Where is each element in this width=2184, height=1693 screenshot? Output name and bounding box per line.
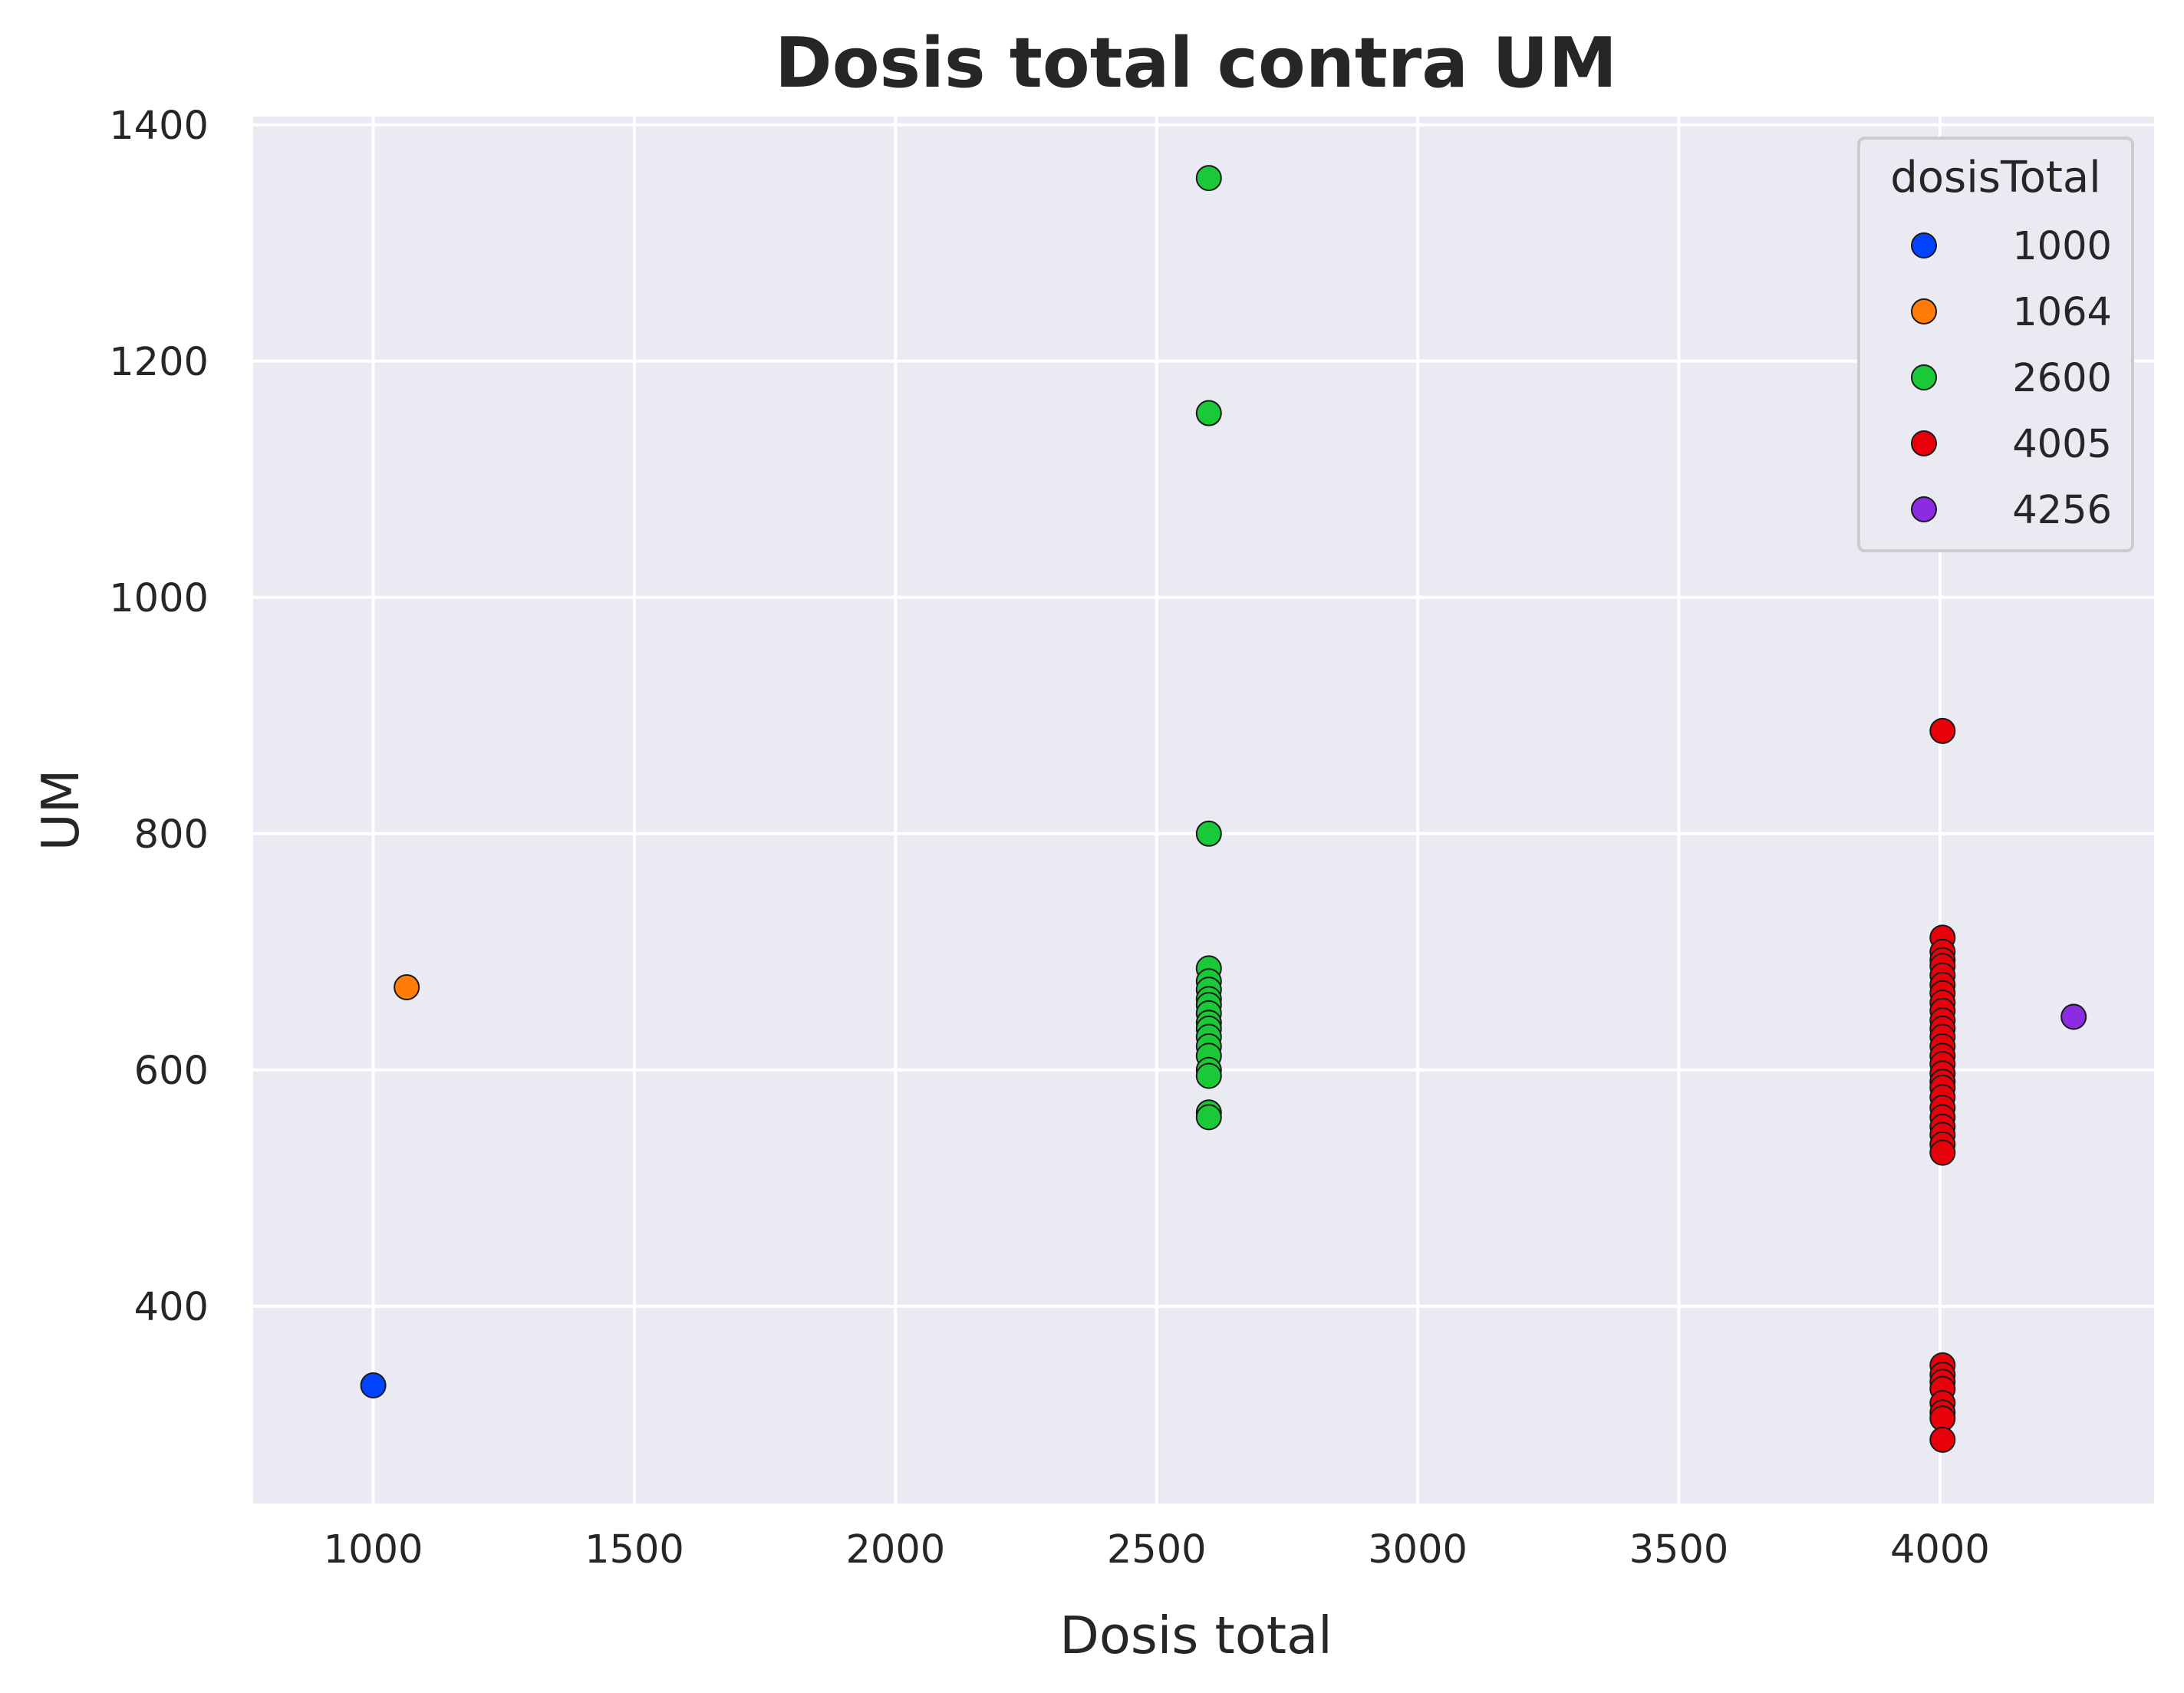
data-point-4005 <box>1929 717 1956 744</box>
legend-marker <box>1911 364 1937 390</box>
data-point-4005 <box>1929 1426 1956 1453</box>
data-point-2600 <box>1195 1104 1222 1131</box>
data-point-2600 <box>1195 400 1222 427</box>
x-tick-label: 3500 <box>1629 1527 1729 1573</box>
legend-item: 4005 <box>1911 422 2112 467</box>
legend-marker <box>1911 496 1937 522</box>
data-point-2600 <box>1195 165 1222 192</box>
y-tick-label: 800 <box>134 812 209 858</box>
legend-label: 1000 <box>2012 224 2112 269</box>
y-tick-label: 1200 <box>109 340 209 385</box>
y-tick-label: 1000 <box>109 576 209 621</box>
x-tick-label: 4000 <box>1890 1527 1990 1573</box>
y-axis-ticks: 400 600 800 1000 1200 1400 <box>109 104 209 1330</box>
legend-marker <box>1911 232 1937 259</box>
x-tick-label: 3000 <box>1368 1527 1468 1573</box>
data-points <box>360 165 2087 1453</box>
plot-area <box>253 117 2154 1504</box>
y-tick-label: 600 <box>134 1049 209 1094</box>
data-point-1064 <box>394 974 420 1001</box>
legend-item: 4256 <box>1911 488 2112 533</box>
legend-items: 1000 1064 2600 4005 4256 <box>1911 224 2112 533</box>
legend-label: 1064 <box>2012 290 2112 335</box>
legend-item: 1000 <box>1911 224 2112 269</box>
chart-title: Dosis total contra UM <box>775 23 1617 104</box>
legend-marker <box>1911 430 1937 456</box>
x-axis-ticks: 1000 1500 2000 2500 3000 3500 4000 <box>324 1527 1990 1573</box>
y-axis-label: UM <box>31 769 91 851</box>
legend-label: 4005 <box>2012 422 2112 467</box>
x-tick-label: 1000 <box>324 1527 423 1573</box>
legend-marker <box>1911 298 1937 324</box>
data-point-4005 <box>1929 1139 1956 1166</box>
legend-label: 2600 <box>2012 356 2112 401</box>
legend-label: 4256 <box>2012 488 2112 533</box>
legend-item: 1064 <box>1911 290 2112 335</box>
y-tick-label: 400 <box>134 1285 209 1330</box>
data-point-2600 <box>1195 820 1222 847</box>
x-tick-label: 2000 <box>845 1527 945 1573</box>
x-axis-label: Dosis total <box>1059 1606 1332 1665</box>
data-point-1000 <box>360 1372 387 1398</box>
data-point-4256 <box>2060 1003 2087 1030</box>
x-tick-label: 1500 <box>585 1527 684 1573</box>
legend: dosisTotal 1000 1064 2600 4005 4256 <box>1857 137 2134 552</box>
legend-title: dosisTotal <box>1890 153 2101 203</box>
legend-item: 2600 <box>1911 356 2112 401</box>
x-tick-label: 2500 <box>1107 1527 1207 1573</box>
data-point-2600 <box>1195 1062 1222 1089</box>
y-tick-label: 1400 <box>109 104 209 149</box>
